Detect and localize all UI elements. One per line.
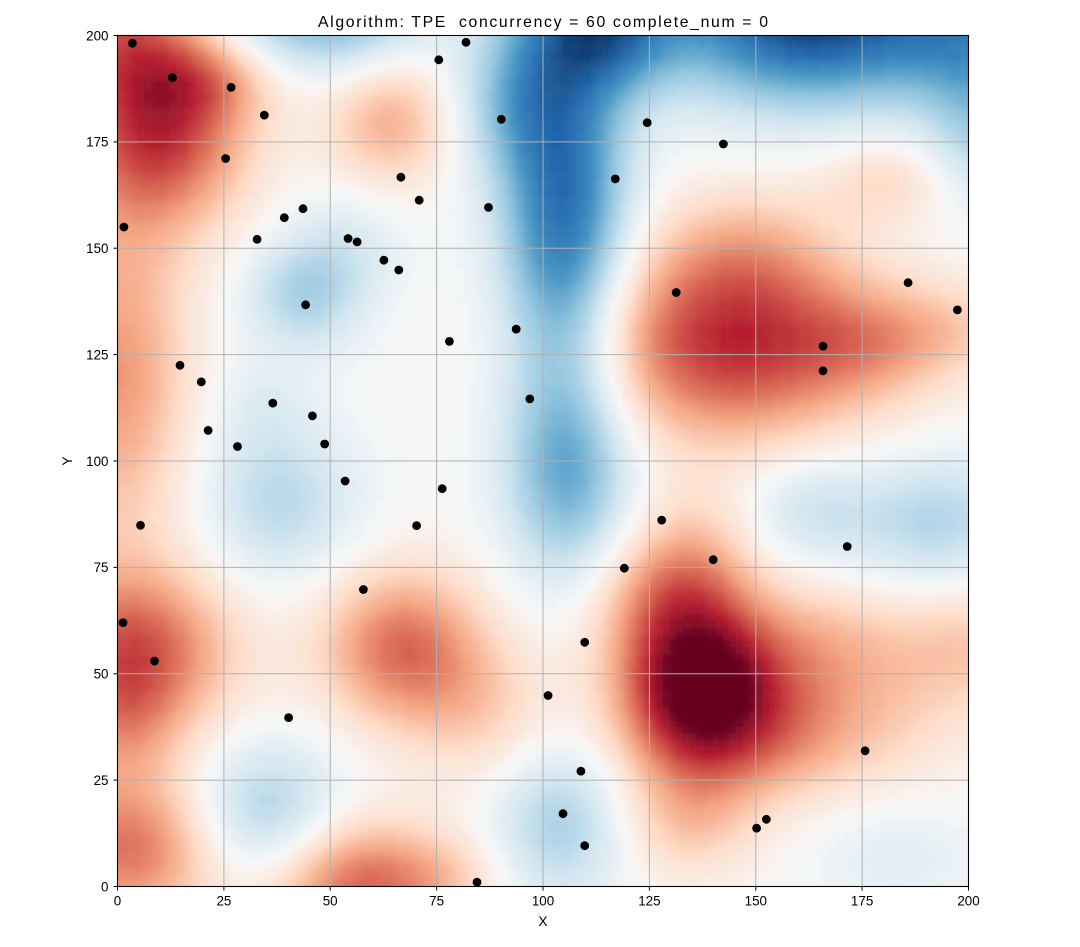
svg-text:200: 200 [957, 894, 979, 909]
svg-text:75: 75 [94, 560, 109, 575]
svg-text:125: 125 [638, 894, 660, 909]
svg-text:150: 150 [86, 241, 108, 256]
svg-text:0: 0 [114, 894, 121, 909]
svg-text:100: 100 [532, 894, 554, 909]
svg-text:Y: Y [60, 456, 75, 465]
svg-text:25: 25 [216, 894, 231, 909]
svg-text:25: 25 [94, 773, 109, 788]
svg-text:50: 50 [94, 667, 109, 682]
svg-text:75: 75 [429, 894, 444, 909]
svg-text:200: 200 [86, 28, 108, 43]
svg-text:Algorithm: TPE concurrency =: Algorithm: TPE concurrency = 60 complete… [318, 14, 768, 31]
svg-text:100: 100 [86, 454, 108, 469]
svg-text:175: 175 [851, 894, 873, 909]
svg-text:0: 0 [101, 879, 108, 894]
svg-text:50: 50 [323, 894, 338, 909]
svg-text:175: 175 [86, 135, 108, 150]
svg-text:125: 125 [86, 347, 108, 362]
svg-text:150: 150 [745, 894, 767, 909]
svg-text:X: X [538, 914, 547, 929]
